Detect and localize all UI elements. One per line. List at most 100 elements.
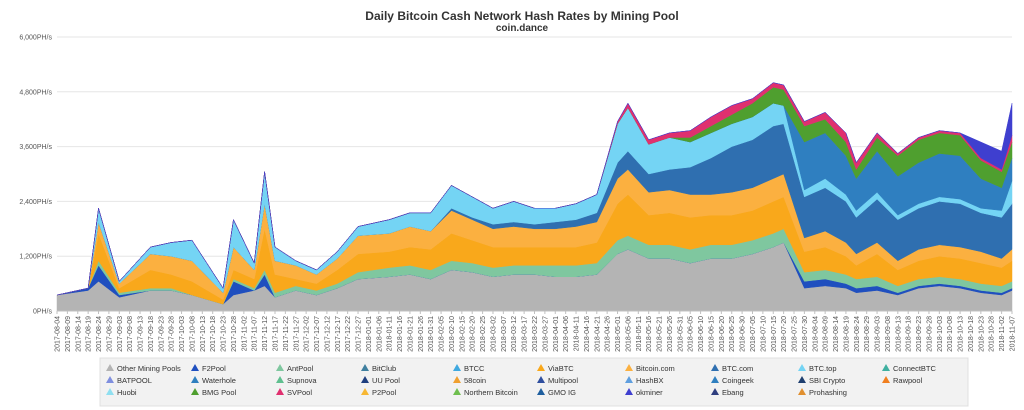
legend-item-coingeek[interactable]: Coingeek bbox=[711, 376, 754, 385]
x-tick-label: 2018-09-28 bbox=[926, 316, 933, 352]
x-tick-label: 2017-11-22 bbox=[283, 316, 290, 351]
legend-item-uu-pool[interactable]: UU Pool bbox=[361, 376, 400, 385]
legend-label: SBI Crypto bbox=[809, 376, 845, 385]
legend-item-batpool[interactable]: BATPOOL bbox=[106, 376, 152, 385]
x-axis-ticks: 2017-08-04 2017-08-09 2017-08-14 2017-08-19… bbox=[55, 310, 1017, 352]
legend-item-okminer[interactable]: okminer bbox=[625, 388, 663, 397]
legend-swatch bbox=[191, 364, 199, 371]
legend-label: Prohashing bbox=[809, 388, 847, 397]
legend-item-bmg-pool[interactable]: BMG Pool bbox=[191, 388, 237, 397]
legend-item-rawpool[interactable]: Rawpool bbox=[882, 376, 923, 385]
legend-label: BATPOOL bbox=[117, 376, 152, 385]
legend-swatch bbox=[276, 364, 284, 371]
legend-item-huobi[interactable]: Huobi bbox=[106, 388, 137, 397]
x-tick-label: 2018-08-19 bbox=[843, 316, 850, 352]
x-tick-label: 2018-10-28 bbox=[989, 316, 996, 352]
y-tick-label: 6,000PH/s bbox=[19, 35, 52, 42]
x-tick-label: 2017-08-04 bbox=[55, 316, 62, 352]
legend-item-svpool[interactable]: SVPool bbox=[276, 388, 312, 397]
legend-label: F2Pool bbox=[202, 364, 226, 373]
legend-label: ConnectBTC bbox=[893, 364, 937, 373]
legend-box bbox=[99, 357, 969, 407]
x-tick-label: 2018-04-26 bbox=[605, 316, 612, 352]
legend-item-bitcoin-com[interactable]: Bitcoin.com bbox=[625, 364, 675, 373]
legend-item-btc-com[interactable]: BTC.com bbox=[711, 364, 753, 373]
legend-swatch bbox=[711, 364, 719, 371]
legend-label: Rawpool bbox=[893, 376, 923, 385]
legend-item-sbi-crypto[interactable]: SBI Crypto bbox=[798, 376, 845, 385]
legend-item-gmo-ig[interactable]: GMO IG bbox=[537, 388, 576, 397]
x-tick-label: 2018-03-17 bbox=[522, 316, 529, 352]
x-tick-label: 2018-02-20 bbox=[470, 316, 477, 352]
legend-item-p2pool[interactable]: P2Pool bbox=[361, 388, 397, 397]
x-tick-label: 2017-11-27 bbox=[293, 316, 300, 351]
legend[interactable]: Other Mining Pools F2Pool AntPool BitClub BT… bbox=[106, 364, 937, 397]
x-tick-label: 2018-10-13 bbox=[958, 316, 965, 352]
legend-label: okminer bbox=[636, 388, 663, 397]
legend-swatch bbox=[106, 376, 114, 383]
legend-label: BTC.top bbox=[809, 364, 837, 373]
y-tick-label: 0PH/s bbox=[33, 309, 53, 316]
legend-label: AntPool bbox=[287, 364, 314, 373]
area-okminer bbox=[56, 82, 1013, 296]
legend-item-bitclub[interactable]: BitClub bbox=[361, 364, 396, 373]
x-tick-label: 2018-05-26 bbox=[667, 316, 674, 352]
x-tick-label: 2018-09-13 bbox=[895, 316, 902, 352]
x-tick-label: 2018-07-05 bbox=[750, 316, 757, 352]
legend-item-ebang[interactable]: Ebang bbox=[711, 388, 744, 397]
x-tick-label: 2018-06-10 bbox=[698, 316, 705, 352]
x-tick-label: 2018-02-05 bbox=[439, 316, 446, 352]
legend-item-f2pool[interactable]: F2Pool bbox=[191, 364, 226, 373]
x-tick-label: 2018-06-25 bbox=[729, 316, 736, 352]
x-tick-label: 2017-10-13 bbox=[200, 316, 207, 352]
legend-item-viabtc[interactable]: ViaBTC bbox=[537, 364, 574, 373]
x-tick-label: 2017-09-23 bbox=[158, 316, 165, 352]
legend-swatch bbox=[191, 388, 199, 395]
x-tick-label: 2018-01-21 bbox=[407, 316, 414, 352]
x-tick-label: 2018-08-09 bbox=[823, 316, 830, 352]
x-tick-label: 2018-04-06 bbox=[563, 316, 570, 352]
x-tick-label: 2018-01-16 bbox=[397, 316, 404, 352]
legend-item-waterhole[interactable]: Waterhole bbox=[191, 376, 236, 385]
legend-item-northern-bitcoin[interactable]: Northern Bitcoin bbox=[453, 388, 518, 397]
legend-item-supnova[interactable]: Supnova bbox=[276, 376, 317, 385]
x-tick-label: 2018-01-06 bbox=[376, 316, 383, 352]
legend-item-other-mining-pools[interactable]: Other Mining Pools bbox=[106, 364, 181, 373]
x-tick-label: 2017-12-27 bbox=[356, 316, 363, 352]
x-tick-label: 2017-10-23 bbox=[221, 316, 228, 352]
legend-swatch bbox=[882, 376, 890, 383]
legend-label: Ebang bbox=[722, 388, 744, 397]
x-tick-label: 2017-12-12 bbox=[324, 316, 331, 352]
legend-item-antpool[interactable]: AntPool bbox=[276, 364, 314, 373]
y-axis-ticks: 0PH/s 1,200PH/s 2,400PH/s 3,600PH/s 4,800PH/… bbox=[19, 35, 52, 316]
legend-label: Supnova bbox=[287, 376, 317, 385]
legend-item-multipool[interactable]: Multipool bbox=[537, 376, 578, 385]
legend-swatch bbox=[537, 364, 545, 371]
legend-item-connectbtc[interactable]: ConnectBTC bbox=[882, 364, 937, 373]
legend-item-btcc[interactable]: BTCC bbox=[453, 364, 485, 373]
x-tick-label: 2017-09-28 bbox=[169, 316, 176, 352]
x-tick-label: 2018-02-15 bbox=[459, 316, 466, 352]
legend-label: Other Mining Pools bbox=[117, 364, 181, 373]
x-tick-label: 2017-11-02 bbox=[241, 316, 248, 351]
x-tick-label: 2017-08-09 bbox=[65, 316, 72, 352]
legend-item-btc-top[interactable]: BTC.top bbox=[798, 364, 837, 373]
legend-swatch bbox=[882, 364, 890, 371]
legend-label: ViaBTC bbox=[548, 364, 574, 373]
x-tick-label: 2018-04-21 bbox=[594, 316, 601, 352]
x-tick-label: 2017-09-18 bbox=[148, 316, 155, 352]
legend-item-hashbx[interactable]: HashBX bbox=[625, 376, 664, 385]
legend-swatch bbox=[798, 364, 806, 371]
legend-swatch bbox=[537, 388, 545, 395]
legend-swatch bbox=[106, 364, 114, 371]
legend-item-prohashing[interactable]: Prohashing bbox=[798, 388, 847, 397]
x-tick-label: 2017-10-28 bbox=[231, 316, 238, 352]
x-tick-label: 2018-06-05 bbox=[688, 316, 695, 352]
x-tick-label: 2018-05-11 bbox=[636, 316, 643, 351]
legend-swatch bbox=[711, 376, 719, 383]
legend-item-58coin[interactable]: 58coin bbox=[453, 376, 486, 385]
legend-swatch bbox=[798, 376, 806, 383]
chart-title: Daily Bitcoin Cash Network Hash Rates by… bbox=[365, 9, 678, 23]
x-tick-label: 2018-04-16 bbox=[584, 316, 591, 352]
